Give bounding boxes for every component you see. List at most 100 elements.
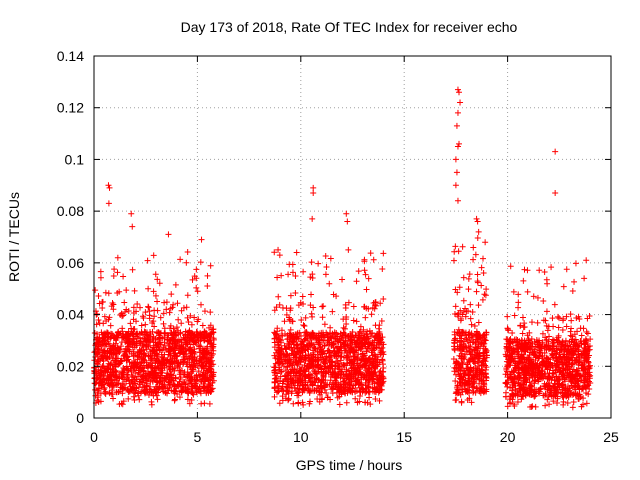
data-point [475,228,482,235]
data-point [478,264,485,271]
data-point [147,383,154,390]
data-point [363,286,370,293]
data-point [175,316,182,323]
data-point [161,299,168,306]
data-point [584,330,591,337]
data-point [138,378,145,385]
data-point [105,290,112,297]
data-point [309,215,316,222]
data-point [102,379,109,386]
data-point [183,304,190,311]
data-point [129,344,136,351]
data-point [154,276,161,283]
data-point [165,231,172,238]
data-point [133,308,140,315]
data-point [452,156,459,163]
data-point [520,277,527,284]
data-point [187,376,194,383]
data-point [472,251,479,258]
data-point [208,386,215,393]
data-point [120,369,127,376]
data-point [209,345,216,352]
data-point [172,375,179,382]
data-point [201,387,208,394]
data-point [101,386,108,393]
data-point [200,383,207,390]
data-point [511,312,518,319]
data-point [530,293,537,300]
data-point [118,357,125,364]
data-point [92,287,99,294]
data-point [473,288,480,295]
data-point [140,362,147,369]
data-point [181,379,188,386]
data-point [281,318,288,325]
data-point [119,380,126,387]
data-point [583,400,590,407]
y-tick-label: 0.06 [57,255,84,271]
data-point [119,325,126,332]
data-point [126,388,133,395]
data-point [478,282,485,289]
data-point [167,366,174,373]
data-point [172,340,179,347]
data-point [110,372,117,379]
data-point [104,329,111,336]
data-point [366,394,373,401]
data-point [136,396,143,403]
data-point [121,376,128,383]
data-point [298,316,305,323]
data-point [583,257,590,264]
data-point [199,371,206,378]
data-point [454,109,461,116]
data-point [293,249,300,256]
data-point [137,304,144,311]
data-point [99,299,106,306]
data-point [207,322,214,329]
data-point [353,278,360,285]
x-tick-label: 5 [194,429,202,445]
data-point [152,271,159,278]
data-point [276,400,283,407]
data-point [321,321,328,328]
data-point [99,304,106,311]
data-point [138,322,145,329]
data-point [119,390,126,397]
data-point [287,292,294,299]
data-point [370,256,377,263]
data-point [166,379,173,386]
data-point [102,289,109,296]
data-point [133,318,140,325]
data-point [189,330,196,337]
data-point [181,358,188,365]
data-point [322,271,329,278]
data-point [191,314,198,321]
data-point [463,308,470,315]
data-point [174,390,181,397]
data-point [147,342,154,349]
data-point [207,262,214,269]
data-point [184,355,191,362]
data-point [177,369,184,376]
data-point [106,373,113,380]
data-point [170,388,177,395]
data-point [345,246,352,253]
data-point [515,299,522,306]
data-point [151,313,158,320]
data-point [572,260,579,267]
data-point [114,254,121,261]
data-point [308,291,315,298]
data-point [336,401,343,408]
data-point [150,288,157,295]
data-point [186,329,193,336]
data-point [475,319,482,326]
data-point [569,404,576,411]
data-point [121,366,128,373]
data-point [184,249,191,256]
data-point [210,336,217,343]
data-point [329,308,336,315]
data-point [193,383,200,390]
data-point [168,371,175,378]
data-point [110,273,117,280]
data-point [191,346,198,353]
